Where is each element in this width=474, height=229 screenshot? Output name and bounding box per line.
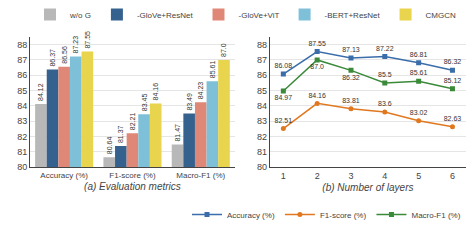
svg-text:86: 86 xyxy=(257,70,267,80)
svg-text:84: 84 xyxy=(17,101,27,111)
svg-text:85.61: 85.61 xyxy=(410,69,428,76)
svg-text:87.0: 87.0 xyxy=(310,63,324,70)
svg-text:87.22: 87.22 xyxy=(376,45,394,52)
svg-text:86: 86 xyxy=(17,70,27,80)
svg-text:85.61: 85.61 xyxy=(209,61,216,79)
svg-text:83.02: 83.02 xyxy=(410,109,428,116)
svg-text:87: 87 xyxy=(257,55,267,65)
svg-text:85.5: 85.5 xyxy=(378,71,392,78)
svg-text:80.64: 80.64 xyxy=(106,137,113,155)
svg-text:2: 2 xyxy=(315,171,320,181)
svg-text:84.23: 84.23 xyxy=(197,82,204,100)
svg-text:83: 83 xyxy=(17,116,27,126)
svg-text:88: 88 xyxy=(257,40,267,50)
svg-text:1: 1 xyxy=(281,171,286,181)
svg-text:Accuracy (%): Accuracy (%) xyxy=(40,171,88,180)
svg-text:87.13: 87.13 xyxy=(342,46,360,53)
svg-text:Macro-F1 (%): Macro-F1 (%) xyxy=(411,211,460,220)
svg-text:81.37: 81.37 xyxy=(117,125,124,143)
svg-text:86.32: 86.32 xyxy=(342,74,360,81)
svg-text:(a) Evaluation metrics: (a) Evaluation metrics xyxy=(84,181,181,192)
svg-text:Macro-F1 (%): Macro-F1 (%) xyxy=(176,171,225,180)
svg-text:CMGCN: CMGCN xyxy=(426,11,456,20)
svg-text:82.21: 82.21 xyxy=(129,113,136,131)
svg-text:F1-score (%): F1-score (%) xyxy=(109,171,156,180)
svg-text:87.0: 87.0 xyxy=(220,43,227,57)
svg-text:84.12: 84.12 xyxy=(37,83,44,101)
svg-text:87.55: 87.55 xyxy=(308,40,326,47)
svg-text:-BERT+ResNet: -BERT+ResNet xyxy=(325,11,381,20)
svg-text:5: 5 xyxy=(416,171,421,181)
svg-text:83.49: 83.49 xyxy=(186,93,193,111)
svg-text:81: 81 xyxy=(257,147,267,157)
svg-text:82: 82 xyxy=(17,132,27,142)
svg-text:86.37: 86.37 xyxy=(49,49,56,67)
svg-text:82: 82 xyxy=(257,132,267,142)
svg-text:87.23: 87.23 xyxy=(72,36,79,54)
svg-text:82.63: 82.63 xyxy=(444,115,462,122)
svg-text:84: 84 xyxy=(257,101,267,111)
svg-text:83.6: 83.6 xyxy=(378,100,392,107)
svg-text:w/o G: w/o G xyxy=(69,11,91,20)
svg-text:87: 87 xyxy=(17,55,27,65)
svg-text:82.51: 82.51 xyxy=(275,117,293,124)
svg-text:86.08: 86.08 xyxy=(275,62,293,69)
svg-text:85: 85 xyxy=(257,86,267,96)
svg-text:84.97: 84.97 xyxy=(275,94,293,101)
svg-text:80: 80 xyxy=(257,162,267,172)
svg-text:83.45: 83.45 xyxy=(141,94,148,112)
svg-text:86.32: 86.32 xyxy=(444,58,462,65)
svg-text:84.16: 84.16 xyxy=(152,83,159,101)
svg-text:81: 81 xyxy=(17,147,27,157)
svg-text:86.81: 86.81 xyxy=(410,51,428,58)
svg-text:-GloVe+ViT: -GloVe+ViT xyxy=(238,11,279,20)
svg-text:6: 6 xyxy=(450,171,455,181)
svg-text:85.12: 85.12 xyxy=(444,77,462,84)
svg-text:87.55: 87.55 xyxy=(84,31,91,49)
svg-text:80: 80 xyxy=(17,162,27,172)
svg-text:3: 3 xyxy=(348,171,353,181)
svg-text:4: 4 xyxy=(382,171,387,181)
svg-text:88: 88 xyxy=(17,40,27,50)
svg-text:F1-score (%): F1-score (%) xyxy=(320,211,367,220)
svg-text:83: 83 xyxy=(257,116,267,126)
svg-text:81.47: 81.47 xyxy=(174,124,181,142)
svg-text:(b) Number of layers: (b) Number of layers xyxy=(322,182,413,193)
svg-text:86.56: 86.56 xyxy=(61,46,68,64)
svg-text:Accuracy (%): Accuracy (%) xyxy=(227,211,275,220)
svg-text:84.16: 84.16 xyxy=(308,92,326,99)
svg-text:83.81: 83.81 xyxy=(342,97,360,104)
svg-text:85: 85 xyxy=(17,86,27,96)
svg-text:-GloVe+ResNet: -GloVe+ResNet xyxy=(137,11,194,20)
